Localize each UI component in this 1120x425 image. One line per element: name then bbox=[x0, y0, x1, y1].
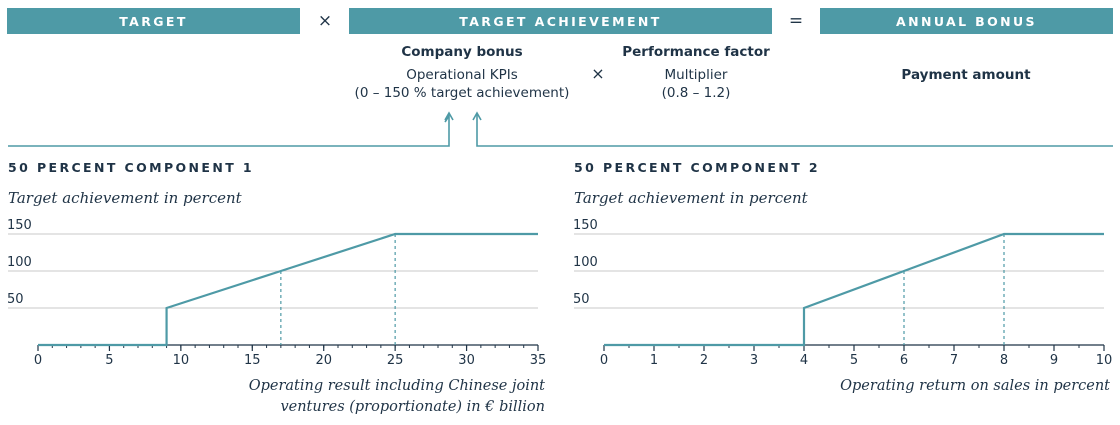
connector-line-left bbox=[8, 114, 450, 147]
x-tick-label: 9 bbox=[1050, 353, 1058, 368]
component-2-title: 50 PERCENT COMPONENT 2 bbox=[574, 160, 820, 175]
x-tick-label: 25 bbox=[387, 353, 404, 368]
arrow-up-icon bbox=[444, 111, 454, 121]
component-1-xlabel-line2: ventures (proportionate) in € billion bbox=[280, 399, 545, 415]
component-2-xlabel: Operating return on sales in percent bbox=[760, 376, 1110, 397]
x-tick-label: 1 bbox=[650, 353, 658, 368]
x-tick-label: 2 bbox=[700, 353, 708, 368]
performance-factor-title: Performance factor bbox=[622, 44, 770, 60]
component-1-title: 50 PERCENT COMPONENT 1 bbox=[8, 160, 254, 175]
company-bonus-kpis: Operational KPIs bbox=[406, 67, 518, 83]
x-tick-label: 20 bbox=[315, 353, 332, 368]
company-bonus-range: (0 – 150 % target achievement) bbox=[354, 85, 570, 101]
x-tick-label: 35 bbox=[530, 353, 547, 368]
y-tick-label: 50 bbox=[573, 292, 590, 307]
x-tick-label: 7 bbox=[950, 353, 958, 368]
y-tick-label: 100 bbox=[7, 255, 32, 270]
x-tick-label: 8 bbox=[1000, 353, 1008, 368]
x-tick-label: 15 bbox=[244, 353, 261, 368]
x-tick-label: 30 bbox=[458, 353, 475, 368]
series-line bbox=[604, 232, 1104, 347]
payment-amount: Payment amount bbox=[901, 67, 1031, 83]
y-tick-label: 100 bbox=[573, 255, 598, 270]
connector-line-right bbox=[476, 114, 1113, 147]
x-tick-label: 3 bbox=[750, 353, 758, 368]
component-2-xlabel-line1: Operating return on sales in percent bbox=[840, 378, 1110, 394]
x-tick-label: 10 bbox=[173, 353, 190, 368]
component-2-chart: 50 100 150 0 1 2 3 4 5 6 7 8 9 10 bbox=[573, 218, 1112, 368]
multiply-sign: × bbox=[317, 11, 333, 31]
component-1-chart: 50 100 150 0 5 10 15 20 25 30 35 bbox=[7, 218, 546, 368]
performance-multiplier: Multiplier bbox=[664, 67, 728, 83]
target-achievement-header: TARGET ACHIEVEMENT bbox=[349, 8, 772, 34]
x-tick-label: 5 bbox=[850, 353, 858, 368]
connector-arrows bbox=[8, 111, 1113, 147]
component-1-ylabel: Target achievement in percent bbox=[8, 189, 242, 207]
arrow-up-icon bbox=[472, 111, 482, 121]
y-tick-label: 150 bbox=[7, 218, 32, 233]
component-1-xlabel: Operating result including Chinese joint… bbox=[200, 376, 545, 418]
component-2-ylabel: Target achievement in percent bbox=[574, 189, 808, 207]
x-tick-label: 5 bbox=[105, 353, 113, 368]
x-tick-label: 6 bbox=[900, 353, 908, 368]
target-header: TARGET bbox=[7, 8, 300, 34]
series-line bbox=[38, 232, 538, 347]
y-tick-label: 150 bbox=[573, 218, 598, 233]
x-tick-label: 4 bbox=[800, 353, 808, 368]
x-tick-label: 0 bbox=[600, 353, 608, 368]
annual-bonus-header: ANNUAL BONUS bbox=[820, 8, 1113, 34]
performance-range: (0.8 – 1.2) bbox=[661, 85, 731, 101]
equals-sign: = bbox=[788, 11, 804, 31]
component-1-xlabel-line1: Operating result including Chinese joint bbox=[248, 378, 545, 394]
multiply-sign-details: × bbox=[591, 64, 605, 83]
company-bonus-title: Company bonus bbox=[401, 44, 523, 60]
y-tick-label: 50 bbox=[7, 292, 24, 307]
x-tick-label: 0 bbox=[34, 353, 42, 368]
x-tick-label: 10 bbox=[1096, 353, 1113, 368]
